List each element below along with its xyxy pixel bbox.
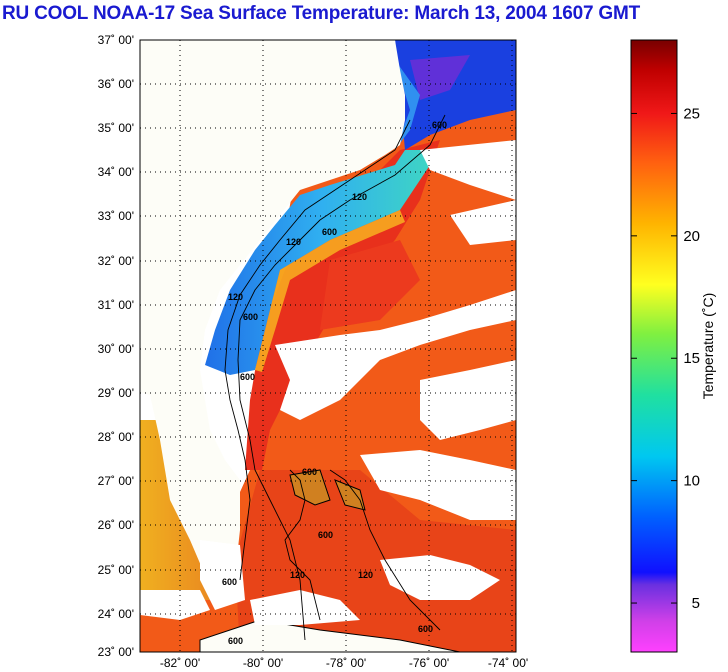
shelf-water <box>205 150 440 375</box>
latitude-tick-label: 37˚ 00' <box>98 33 134 47</box>
latitude-tick-label: 32˚ 00' <box>98 254 134 268</box>
shelf-water-north <box>395 60 420 150</box>
contour-label: 600 <box>240 372 255 382</box>
shelf-front <box>255 210 405 372</box>
graticule <box>140 40 516 652</box>
contour-labels: 600 120 600 120 600 120 600 600 600 120 … <box>222 120 447 646</box>
latitude-tick-label: 27˚ 00' <box>98 474 134 488</box>
bahamas-islands <box>289 469 331 506</box>
northern-purple-water <box>410 55 470 100</box>
cloud-cover <box>140 140 516 625</box>
isobath-contours <box>224 114 446 641</box>
contour-bahamas-1 <box>284 469 321 621</box>
colorbar-tick-label: 20 <box>683 228 700 245</box>
latitude-tick-label: 36˚ 00' <box>98 77 134 91</box>
latitude-tick-label: 30˚ 00' <box>98 342 134 356</box>
latitude-tick-label: 25˚ 00' <box>98 563 134 577</box>
longitude-axis: -82˚ 00' -80˚ 00' -78˚ 00' -76˚ 00' -74˚… <box>160 656 528 670</box>
map-title: RU COOL NOAA-17 Sea Surface Temperature:… <box>2 3 641 24</box>
longitude-tick-label: -76˚ 00' <box>409 656 449 670</box>
contour-label: 120 <box>352 192 367 202</box>
longitude-tick-label: -78˚ 00' <box>326 656 366 670</box>
contour-label: 600 <box>222 577 237 587</box>
bahamas-islands-2 <box>334 479 366 511</box>
warm-core-patch <box>320 240 420 330</box>
contour-label: 120 <box>358 570 373 580</box>
contour-bahamas-2 <box>329 469 441 631</box>
colorbar: 25 20 15 10 5 Temperature (˚C) <box>630 39 716 653</box>
contour-label: 600 <box>322 227 337 237</box>
contour-label: 600 <box>228 636 243 646</box>
latitude-tick-label: 23˚ 00' <box>98 645 134 659</box>
latitude-axis: 37˚ 00' 36˚ 00' 35˚ 00' 34˚ 00' 33˚ 00' … <box>98 33 134 659</box>
latitude-tick-label: 31˚ 00' <box>98 298 134 312</box>
latitude-tick-label: 33˚ 00' <box>98 209 134 223</box>
latitude-tick-label: 34˚ 00' <box>98 165 134 179</box>
contour-label: 120 <box>228 292 243 302</box>
contour-600-line <box>237 114 446 641</box>
us-east-coast-land <box>140 40 405 590</box>
longitude-tick-label: -80˚ 00' <box>243 656 283 670</box>
colorbar-tick-label: 5 <box>692 595 700 612</box>
colorbar-tick-label: 25 <box>683 105 700 122</box>
colorbar-title: Temperature (˚C) <box>700 293 716 400</box>
colorbar-ticks <box>631 112 677 604</box>
latitude-tick-label: 26˚ 00' <box>98 518 134 532</box>
latitude-tick-label: 28˚ 00' <box>98 430 134 444</box>
contour-label: 120 <box>290 570 305 580</box>
contour-label: 600 <box>418 624 433 634</box>
colorbar-gradient <box>630 39 678 653</box>
latitude-tick-label: 35˚ 00' <box>98 121 134 135</box>
contour-label: 600 <box>432 120 447 130</box>
latitude-tick-label: 29˚ 00' <box>98 386 134 400</box>
contour-label: 600 <box>243 312 258 322</box>
contour-label: 600 <box>302 467 317 477</box>
contour-label: 120 <box>286 237 301 247</box>
contour-120-line <box>224 119 411 581</box>
map-content: 600 120 600 120 600 120 600 600 600 120 … <box>140 40 516 652</box>
longitude-tick-label: -82˚ 00' <box>160 656 200 670</box>
colorbar-tick-label: 10 <box>683 473 700 490</box>
latitude-tick-label: 24˚ 00' <box>98 607 134 621</box>
contour-label: 600 <box>318 530 333 540</box>
longitude-tick-label: -74˚ 00' <box>488 656 528 670</box>
colorbar-tick-label: 15 <box>683 350 700 367</box>
map-frame <box>139 39 517 653</box>
